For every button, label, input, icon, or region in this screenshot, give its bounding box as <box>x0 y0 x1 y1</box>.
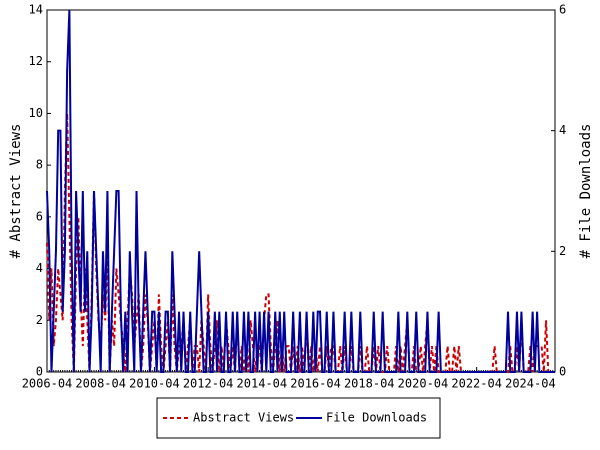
x-tick-label: 2022-04 <box>451 377 502 391</box>
x-tick-label: 2008-04 <box>75 377 126 391</box>
y2-axis-label: # File Downloads <box>578 124 594 259</box>
legend-label: Abstract Views <box>193 411 294 425</box>
y-tick-label: 12 <box>29 54 43 68</box>
y-tick-label: 8 <box>36 158 43 172</box>
y2-tick-label: 4 <box>559 123 566 137</box>
y-tick-label: 6 <box>36 209 43 223</box>
legend-box <box>156 397 441 439</box>
x-tick-label: 2012-04 <box>183 377 234 391</box>
y-axis-label: # Abstract Views <box>8 124 24 259</box>
y-tick-label: 10 <box>29 106 43 120</box>
y2-tick-label: 0 <box>559 365 566 379</box>
y2-tick-label: 2 <box>559 244 566 258</box>
y-tick-label: 14 <box>29 3 43 17</box>
x-tick-label: 2018-04 <box>344 377 395 391</box>
x-tick-label: 2020-04 <box>398 377 449 391</box>
y-tick-label: 0 <box>36 365 43 379</box>
y2-tick-label: 6 <box>559 3 566 17</box>
x-tick-label: 2010-04 <box>129 377 180 391</box>
x-tick-label: 2016-04 <box>290 377 341 391</box>
series-line <box>46 9 555 373</box>
legend-label: File Downloads <box>326 411 427 425</box>
y-tick-label: 4 <box>36 261 43 275</box>
y-tick-label: 2 <box>36 313 43 327</box>
x-tick-label: 2024-04 <box>505 377 556 391</box>
x-tick-label: 2014-04 <box>237 377 288 391</box>
x-tick-label: 2006-04 <box>22 377 73 391</box>
